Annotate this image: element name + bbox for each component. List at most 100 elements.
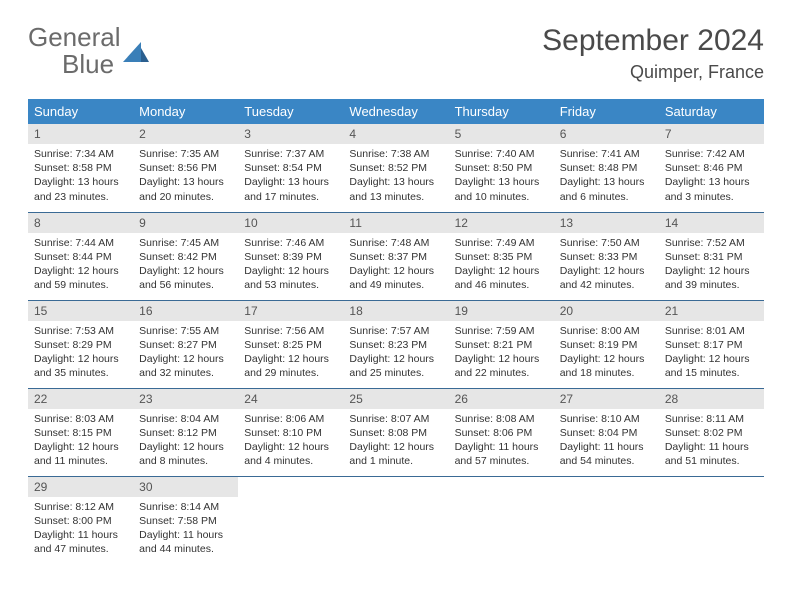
sunrise-text: Sunrise: 7:56 AM	[244, 324, 337, 338]
daylight-text-2: and 15 minutes.	[665, 366, 758, 380]
daylight-text-2: and 11 minutes.	[34, 454, 127, 468]
sunrise-text: Sunrise: 8:07 AM	[349, 412, 442, 426]
day-number: 25	[343, 389, 448, 409]
day-content: Sunrise: 7:56 AMSunset: 8:25 PMDaylight:…	[238, 321, 343, 387]
calendar-row: 22Sunrise: 8:03 AMSunset: 8:15 PMDayligh…	[28, 388, 764, 476]
daylight-text-1: Daylight: 11 hours	[34, 528, 127, 542]
day-number: 4	[343, 124, 448, 144]
calendar-cell: 15Sunrise: 7:53 AMSunset: 8:29 PMDayligh…	[28, 300, 133, 388]
sunset-text: Sunset: 8:33 PM	[560, 250, 653, 264]
day-content: Sunrise: 7:45 AMSunset: 8:42 PMDaylight:…	[133, 233, 238, 299]
daylight-text-1: Daylight: 12 hours	[665, 264, 758, 278]
calendar-cell: 23Sunrise: 8:04 AMSunset: 8:12 PMDayligh…	[133, 388, 238, 476]
sunrise-text: Sunrise: 7:50 AM	[560, 236, 653, 250]
daylight-text-2: and 1 minute.	[349, 454, 442, 468]
calendar-cell	[659, 476, 764, 564]
daylight-text-2: and 53 minutes.	[244, 278, 337, 292]
daylight-text-2: and 39 minutes.	[665, 278, 758, 292]
calendar-cell: 27Sunrise: 8:10 AMSunset: 8:04 PMDayligh…	[554, 388, 659, 476]
daylight-text-2: and 35 minutes.	[34, 366, 127, 380]
sunset-text: Sunset: 8:12 PM	[139, 426, 232, 440]
sunrise-text: Sunrise: 7:49 AM	[455, 236, 548, 250]
daylight-text-2: and 44 minutes.	[139, 542, 232, 556]
day-content: Sunrise: 7:59 AMSunset: 8:21 PMDaylight:…	[449, 321, 554, 387]
sunrise-text: Sunrise: 8:04 AM	[139, 412, 232, 426]
day-content: Sunrise: 7:49 AMSunset: 8:35 PMDaylight:…	[449, 233, 554, 299]
sunset-text: Sunset: 8:19 PM	[560, 338, 653, 352]
sunrise-text: Sunrise: 7:42 AM	[665, 147, 758, 161]
sunset-text: Sunset: 8:39 PM	[244, 250, 337, 264]
sunset-text: Sunset: 8:48 PM	[560, 161, 653, 175]
daylight-text-1: Daylight: 13 hours	[34, 175, 127, 189]
day-number: 10	[238, 213, 343, 233]
daylight-text-1: Daylight: 12 hours	[560, 264, 653, 278]
logo: General Blue	[28, 24, 149, 78]
daylight-text-1: Daylight: 12 hours	[665, 352, 758, 366]
calendar-cell	[449, 476, 554, 564]
daylight-text-2: and 13 minutes.	[349, 190, 442, 204]
day-number: 2	[133, 124, 238, 144]
calendar-cell: 2Sunrise: 7:35 AMSunset: 8:56 PMDaylight…	[133, 124, 238, 212]
calendar-cell: 8Sunrise: 7:44 AMSunset: 8:44 PMDaylight…	[28, 212, 133, 300]
daylight-text-2: and 6 minutes.	[560, 190, 653, 204]
day-number: 16	[133, 301, 238, 321]
calendar-cell: 4Sunrise: 7:38 AMSunset: 8:52 PMDaylight…	[343, 124, 448, 212]
sunrise-text: Sunrise: 7:40 AM	[455, 147, 548, 161]
day-content: Sunrise: 7:53 AMSunset: 8:29 PMDaylight:…	[28, 321, 133, 387]
day-number: 28	[659, 389, 764, 409]
calendar-cell	[554, 476, 659, 564]
sunset-text: Sunset: 8:54 PM	[244, 161, 337, 175]
sunrise-text: Sunrise: 8:10 AM	[560, 412, 653, 426]
sunrise-text: Sunrise: 7:44 AM	[34, 236, 127, 250]
daylight-text-2: and 42 minutes.	[560, 278, 653, 292]
sunrise-text: Sunrise: 7:35 AM	[139, 147, 232, 161]
day-number: 7	[659, 124, 764, 144]
calendar-cell: 21Sunrise: 8:01 AMSunset: 8:17 PMDayligh…	[659, 300, 764, 388]
sunrise-text: Sunrise: 7:41 AM	[560, 147, 653, 161]
daylight-text-1: Daylight: 12 hours	[244, 352, 337, 366]
daylight-text-2: and 46 minutes.	[455, 278, 548, 292]
daylight-text-2: and 17 minutes.	[244, 190, 337, 204]
day-content: Sunrise: 8:11 AMSunset: 8:02 PMDaylight:…	[659, 409, 764, 475]
sunset-text: Sunset: 8:00 PM	[34, 514, 127, 528]
sunrise-text: Sunrise: 7:55 AM	[139, 324, 232, 338]
daylight-text-1: Daylight: 13 hours	[244, 175, 337, 189]
daylight-text-1: Daylight: 12 hours	[139, 440, 232, 454]
day-content: Sunrise: 8:10 AMSunset: 8:04 PMDaylight:…	[554, 409, 659, 475]
day-content: Sunrise: 8:06 AMSunset: 8:10 PMDaylight:…	[238, 409, 343, 475]
day-content: Sunrise: 7:40 AMSunset: 8:50 PMDaylight:…	[449, 144, 554, 210]
daylight-text-2: and 56 minutes.	[139, 278, 232, 292]
calendar-row: 1Sunrise: 7:34 AMSunset: 8:58 PMDaylight…	[28, 124, 764, 212]
sunrise-text: Sunrise: 7:57 AM	[349, 324, 442, 338]
sunrise-text: Sunrise: 7:59 AM	[455, 324, 548, 338]
daylight-text-1: Daylight: 12 hours	[139, 352, 232, 366]
calendar-row: 8Sunrise: 7:44 AMSunset: 8:44 PMDaylight…	[28, 212, 764, 300]
day-content: Sunrise: 7:37 AMSunset: 8:54 PMDaylight:…	[238, 144, 343, 210]
sunset-text: Sunset: 8:15 PM	[34, 426, 127, 440]
calendar-cell: 28Sunrise: 8:11 AMSunset: 8:02 PMDayligh…	[659, 388, 764, 476]
day-content: Sunrise: 7:52 AMSunset: 8:31 PMDaylight:…	[659, 233, 764, 299]
day-number: 26	[449, 389, 554, 409]
sunrise-text: Sunrise: 7:37 AM	[244, 147, 337, 161]
daylight-text-1: Daylight: 13 hours	[139, 175, 232, 189]
sunrise-text: Sunrise: 8:11 AM	[665, 412, 758, 426]
daylight-text-1: Daylight: 11 hours	[560, 440, 653, 454]
day-number: 1	[28, 124, 133, 144]
daylight-text-2: and 54 minutes.	[560, 454, 653, 468]
sunrise-text: Sunrise: 7:53 AM	[34, 324, 127, 338]
day-content: Sunrise: 7:42 AMSunset: 8:46 PMDaylight:…	[659, 144, 764, 210]
sunrise-text: Sunrise: 8:08 AM	[455, 412, 548, 426]
day-content: Sunrise: 7:55 AMSunset: 8:27 PMDaylight:…	[133, 321, 238, 387]
daylight-text-2: and 4 minutes.	[244, 454, 337, 468]
calendar-head: Sunday Monday Tuesday Wednesday Thursday…	[28, 99, 764, 124]
daylight-text-1: Daylight: 12 hours	[34, 352, 127, 366]
weekday-header: Thursday	[449, 99, 554, 124]
daylight-text-1: Daylight: 12 hours	[349, 352, 442, 366]
day-content: Sunrise: 8:03 AMSunset: 8:15 PMDaylight:…	[28, 409, 133, 475]
sunset-text: Sunset: 8:10 PM	[244, 426, 337, 440]
daylight-text-2: and 49 minutes.	[349, 278, 442, 292]
daylight-text-1: Daylight: 12 hours	[349, 440, 442, 454]
day-content: Sunrise: 8:01 AMSunset: 8:17 PMDaylight:…	[659, 321, 764, 387]
daylight-text-2: and 29 minutes.	[244, 366, 337, 380]
daylight-text-2: and 22 minutes.	[455, 366, 548, 380]
